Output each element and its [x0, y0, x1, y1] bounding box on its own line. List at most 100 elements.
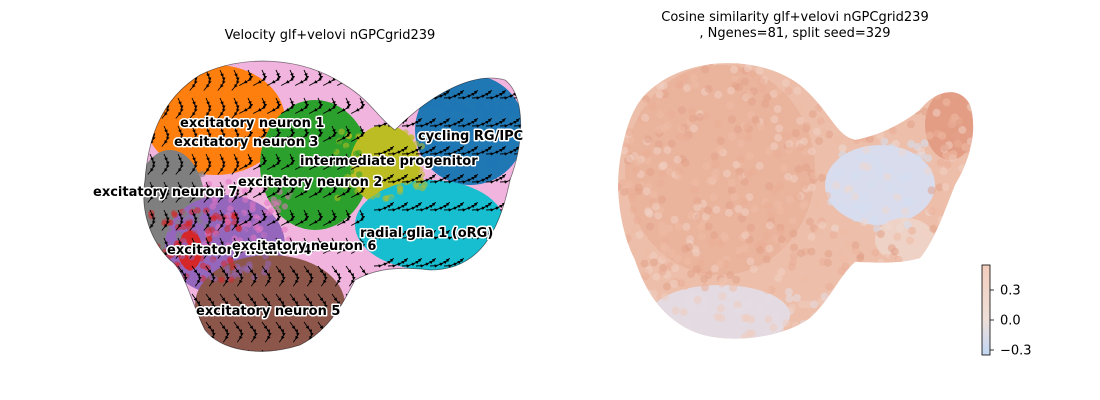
- cell-dot: [275, 175, 282, 182]
- cell-dot: [287, 335, 295, 342]
- cell-dot: [796, 104, 805, 113]
- velocity-streamline: [217, 237, 226, 259]
- cell-dot: [262, 231, 269, 238]
- cell-dot: [490, 135, 498, 142]
- cell-dot: [682, 133, 691, 142]
- cell-dot: [317, 149, 325, 157]
- cell-dot: [623, 63, 632, 65]
- cell-dot: [856, 282, 865, 291]
- cell-dot: [471, 111, 478, 118]
- cell-dot: [941, 183, 950, 192]
- cell-dot: [211, 77, 218, 85]
- cell-dot: [127, 178, 133, 184]
- cell-dot: [649, 258, 658, 267]
- cell-dot: [506, 133, 513, 140]
- velocity-streamline: [280, 237, 296, 254]
- cell-dot: [885, 166, 894, 175]
- cell-dot: [773, 150, 782, 159]
- cell-dot: [232, 268, 239, 276]
- cell-dot: [709, 193, 718, 202]
- cluster-label: excitatory neuron 5: [196, 304, 340, 319]
- velocity-streamline: [345, 265, 356, 287]
- cell-dot: [224, 218, 231, 226]
- velocity-streamline: [289, 265, 300, 287]
- cell-dot: [658, 170, 667, 179]
- cell-dot: [633, 317, 642, 326]
- cell-dot: [884, 263, 893, 272]
- cell-dot: [488, 98, 495, 106]
- cell-dot: [797, 143, 806, 152]
- cell-dot: [656, 179, 665, 188]
- cell-dot: [744, 133, 753, 142]
- cell-dot: [669, 336, 678, 339]
- cell-dot: [897, 260, 906, 269]
- cell-dot: [946, 68, 955, 77]
- velocity-streamline: [266, 125, 282, 142]
- cell-dot: [655, 329, 664, 338]
- cell-dot: [828, 63, 837, 68]
- velocity-streamline: [443, 285, 465, 296]
- cell-dot: [640, 259, 649, 268]
- cell-dot: [226, 256, 233, 263]
- cell-dot: [662, 282, 671, 291]
- cell-dot: [813, 200, 822, 209]
- cell-dot: [136, 218, 142, 224]
- cell-dot: [227, 139, 234, 147]
- cell-dot: [743, 314, 752, 322]
- cell-dot: [416, 177, 424, 185]
- cell-dot: [409, 194, 416, 201]
- cell-dot: [826, 115, 834, 124]
- cell-dot: [975, 89, 983, 97]
- cluster-label: excitatory neuron 7: [93, 185, 237, 200]
- cell-dot: [938, 131, 947, 140]
- velocity-streamline: [247, 265, 258, 287]
- velocity-streamline: [177, 293, 188, 315]
- cell-dot: [809, 63, 818, 70]
- cell-dot: [730, 65, 739, 74]
- cell-dot: [281, 326, 289, 333]
- velocity-streamline: [317, 293, 328, 315]
- velocity-streamline: [471, 61, 493, 72]
- cell-dot: [484, 158, 492, 166]
- cell-dot: [863, 64, 872, 72]
- cell-dot: [687, 106, 696, 115]
- cell-dot: [744, 345, 752, 353]
- cell-dot: [784, 87, 793, 95]
- cell-dot: [620, 239, 629, 248]
- cell-dot: [330, 142, 338, 149]
- cell-dot: [889, 66, 898, 75]
- velocity-streamline: [149, 349, 159, 352]
- velocity-streamline: [217, 97, 226, 119]
- cell-dot: [811, 71, 820, 80]
- velocity-streamline: [499, 341, 521, 352]
- colorbar-tick-label: 0.3: [1000, 284, 1021, 299]
- velocity-streamline: [275, 293, 286, 315]
- cell-dot: [643, 156, 652, 165]
- cell-dot: [246, 92, 253, 100]
- cell-dot: [961, 306, 970, 315]
- cell-dot: [679, 74, 688, 83]
- cell-dot: [942, 151, 951, 159]
- velocity-streamline: [163, 265, 174, 287]
- cell-dot: [964, 305, 973, 314]
- velocity-streamline: [203, 97, 212, 119]
- velocity-streamline: [359, 349, 369, 352]
- left-panel-title: Velocity glf+velovi nGPCgrid239: [224, 28, 436, 43]
- cell-dot: [455, 127, 463, 134]
- velocity-streamline: [191, 265, 202, 287]
- velocity-streamline: [252, 209, 268, 226]
- cell-dot: [257, 225, 264, 232]
- cell-dot: [649, 251, 658, 260]
- cell-dot: [371, 188, 379, 195]
- cell-dot: [620, 305, 629, 314]
- cell-dot: [392, 165, 400, 172]
- cell-dot: [946, 299, 954, 308]
- cell-dot: [331, 173, 339, 181]
- velocity-streamline: [177, 349, 187, 352]
- cell-dot: [876, 283, 885, 292]
- cell-dot: [898, 148, 907, 157]
- cell-dot: [646, 168, 655, 177]
- cell-dot: [437, 154, 444, 162]
- cell-dot: [744, 63, 753, 67]
- cell-dot: [290, 287, 297, 294]
